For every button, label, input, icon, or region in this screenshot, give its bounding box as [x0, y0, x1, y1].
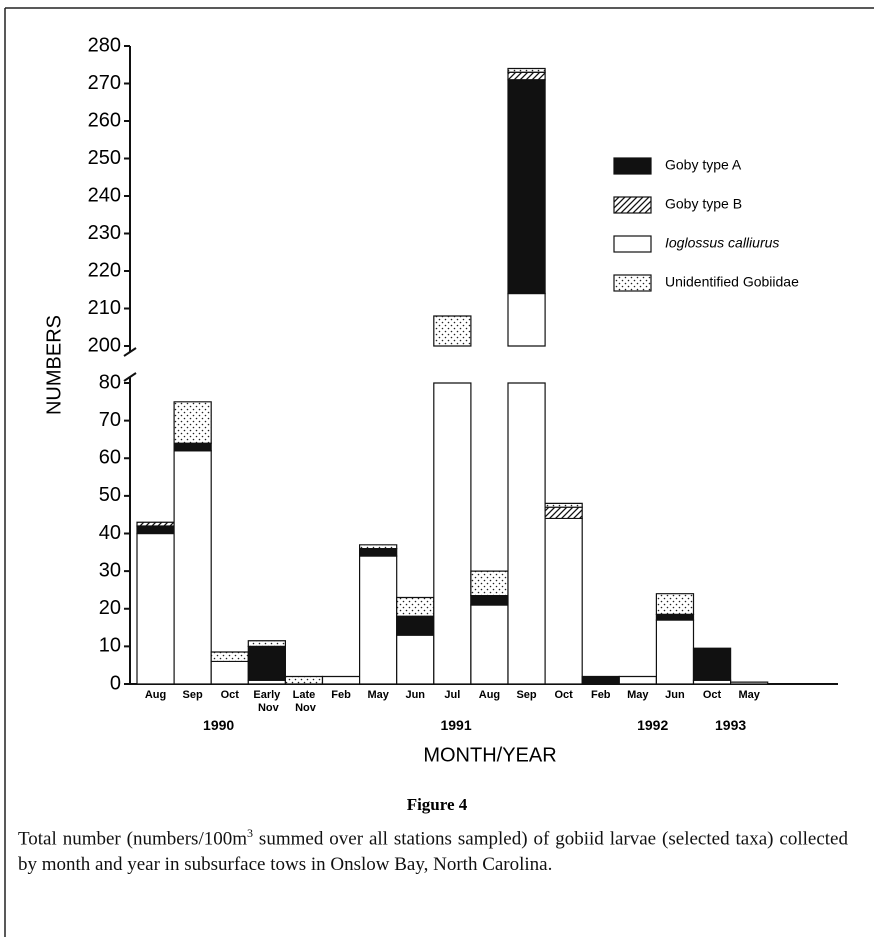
bar-segment: [544, 502, 583, 508]
bar-segment: [544, 506, 583, 520]
x-tick-label: Oct: [703, 689, 722, 701]
legend-swatch: [613, 196, 652, 214]
bar-segment: [284, 675, 324, 685]
y-tick-label: 40: [99, 522, 121, 544]
bar-segment: [136, 525, 175, 535]
bar-segment: [173, 442, 212, 452]
y-tick-label: 200: [88, 334, 121, 356]
legend-label: Ioglossus calliurus: [665, 235, 779, 251]
bar-segment: [470, 570, 509, 597]
legend-swatch: [613, 235, 652, 253]
caption-label: Figure 4: [407, 795, 468, 814]
bar-segment: [433, 382, 472, 685]
y-tick-label: 0: [110, 672, 121, 694]
bar-segment: [655, 593, 695, 615]
y-tick-label: 30: [99, 559, 121, 581]
y-tick-label: 220: [88, 259, 121, 281]
bar-segment: [507, 67, 546, 73]
y-tick-label: 60: [99, 447, 121, 469]
x-tick-label: Jul: [444, 689, 460, 701]
y-tick-label: 20: [99, 597, 121, 619]
bar-segment: [359, 555, 398, 685]
bar-segment: [618, 675, 657, 685]
bar-segment: [210, 651, 249, 663]
bar-segment: [581, 675, 620, 685]
year-label: 1991: [440, 717, 471, 733]
bar-segment: [655, 619, 695, 685]
legend-label: Goby type A: [665, 157, 742, 173]
bar-segment: [359, 544, 398, 550]
x-tick-label: Jun: [405, 689, 425, 701]
y-tick-label: 10: [99, 635, 121, 657]
bar-segment: [136, 532, 175, 685]
legend-label: Unidentified Gobiidae: [665, 274, 799, 290]
x-tick-label: Oct: [221, 689, 240, 701]
caption-text: Total number (numbers/100m3 summed over …: [18, 820, 848, 878]
bar-segment: [655, 613, 695, 621]
x-axis-label: MONTH/YEAR: [423, 744, 556, 766]
bar-segment: [470, 604, 509, 685]
bar-segment: [507, 292, 546, 685]
x-tick-label: May: [738, 689, 760, 701]
y-tick-label: 80: [99, 371, 121, 393]
y-tick-label: 270: [88, 72, 121, 94]
y-tick-label: 50: [99, 484, 121, 506]
bar-segment: [396, 634, 435, 685]
bar-segment: [507, 79, 546, 295]
bar-segment: [692, 647, 732, 681]
x-tick-label: Feb: [331, 689, 351, 701]
year-label: 1992: [637, 717, 668, 733]
x-tick-label: Oct: [554, 689, 573, 701]
bar-segment: [507, 71, 546, 81]
y-tick-label: 230: [88, 222, 121, 244]
y-axis-label: NUMBERS: [43, 315, 65, 415]
y-tick-label: 250: [88, 147, 121, 169]
x-tick-label: Jun: [665, 689, 685, 701]
caption-sup: 3: [247, 826, 253, 840]
caption-part: summed over all stations sampled) of gob…: [18, 828, 848, 876]
y-tick-label: 210: [88, 297, 121, 319]
bar-segment: [396, 615, 435, 636]
axis-break: [123, 347, 137, 382]
bar-segment: [136, 521, 175, 527]
bar-segment: [730, 681, 769, 685]
bar-segment: [247, 645, 286, 681]
bar-segment: [470, 594, 509, 606]
x-tick-label: Aug: [479, 689, 500, 701]
x-tick-label: Feb: [591, 689, 611, 701]
bar-segment: [173, 401, 212, 444]
bar-segment: [359, 547, 398, 557]
x-tick-label: Sep: [183, 689, 203, 701]
year-label: 1993: [715, 717, 746, 733]
y-tick-label: 260: [88, 109, 121, 131]
x-tick-label: Aug: [145, 689, 166, 701]
y-tick-label: 240: [88, 184, 121, 206]
y-tick-label: 70: [99, 409, 121, 431]
legend-swatch: [613, 274, 652, 292]
bar-segment: [544, 517, 583, 685]
y-tick-label: 280: [88, 34, 121, 56]
bar-segment: [247, 640, 286, 647]
year-label: 1990: [203, 717, 234, 733]
bar-segment: [396, 596, 435, 617]
bar-segment: [321, 675, 361, 685]
caption-part: Total number (numbers/100m: [18, 828, 247, 850]
caption-box: Total number (numbers/100m3 summed over …: [18, 820, 848, 878]
x-tick-label: Early Nov: [253, 689, 281, 714]
legend-label: Goby type B: [665, 196, 742, 212]
legend-swatch: [613, 157, 652, 175]
bar-segment: [433, 315, 472, 347]
bar-segment: [173, 450, 212, 685]
x-tick-label: Sep: [516, 689, 536, 701]
bar-segment: [210, 660, 249, 685]
x-tick-label: May: [627, 689, 649, 701]
x-tick-label: Late Nov: [292, 689, 317, 714]
x-tick-label: May: [367, 689, 389, 701]
